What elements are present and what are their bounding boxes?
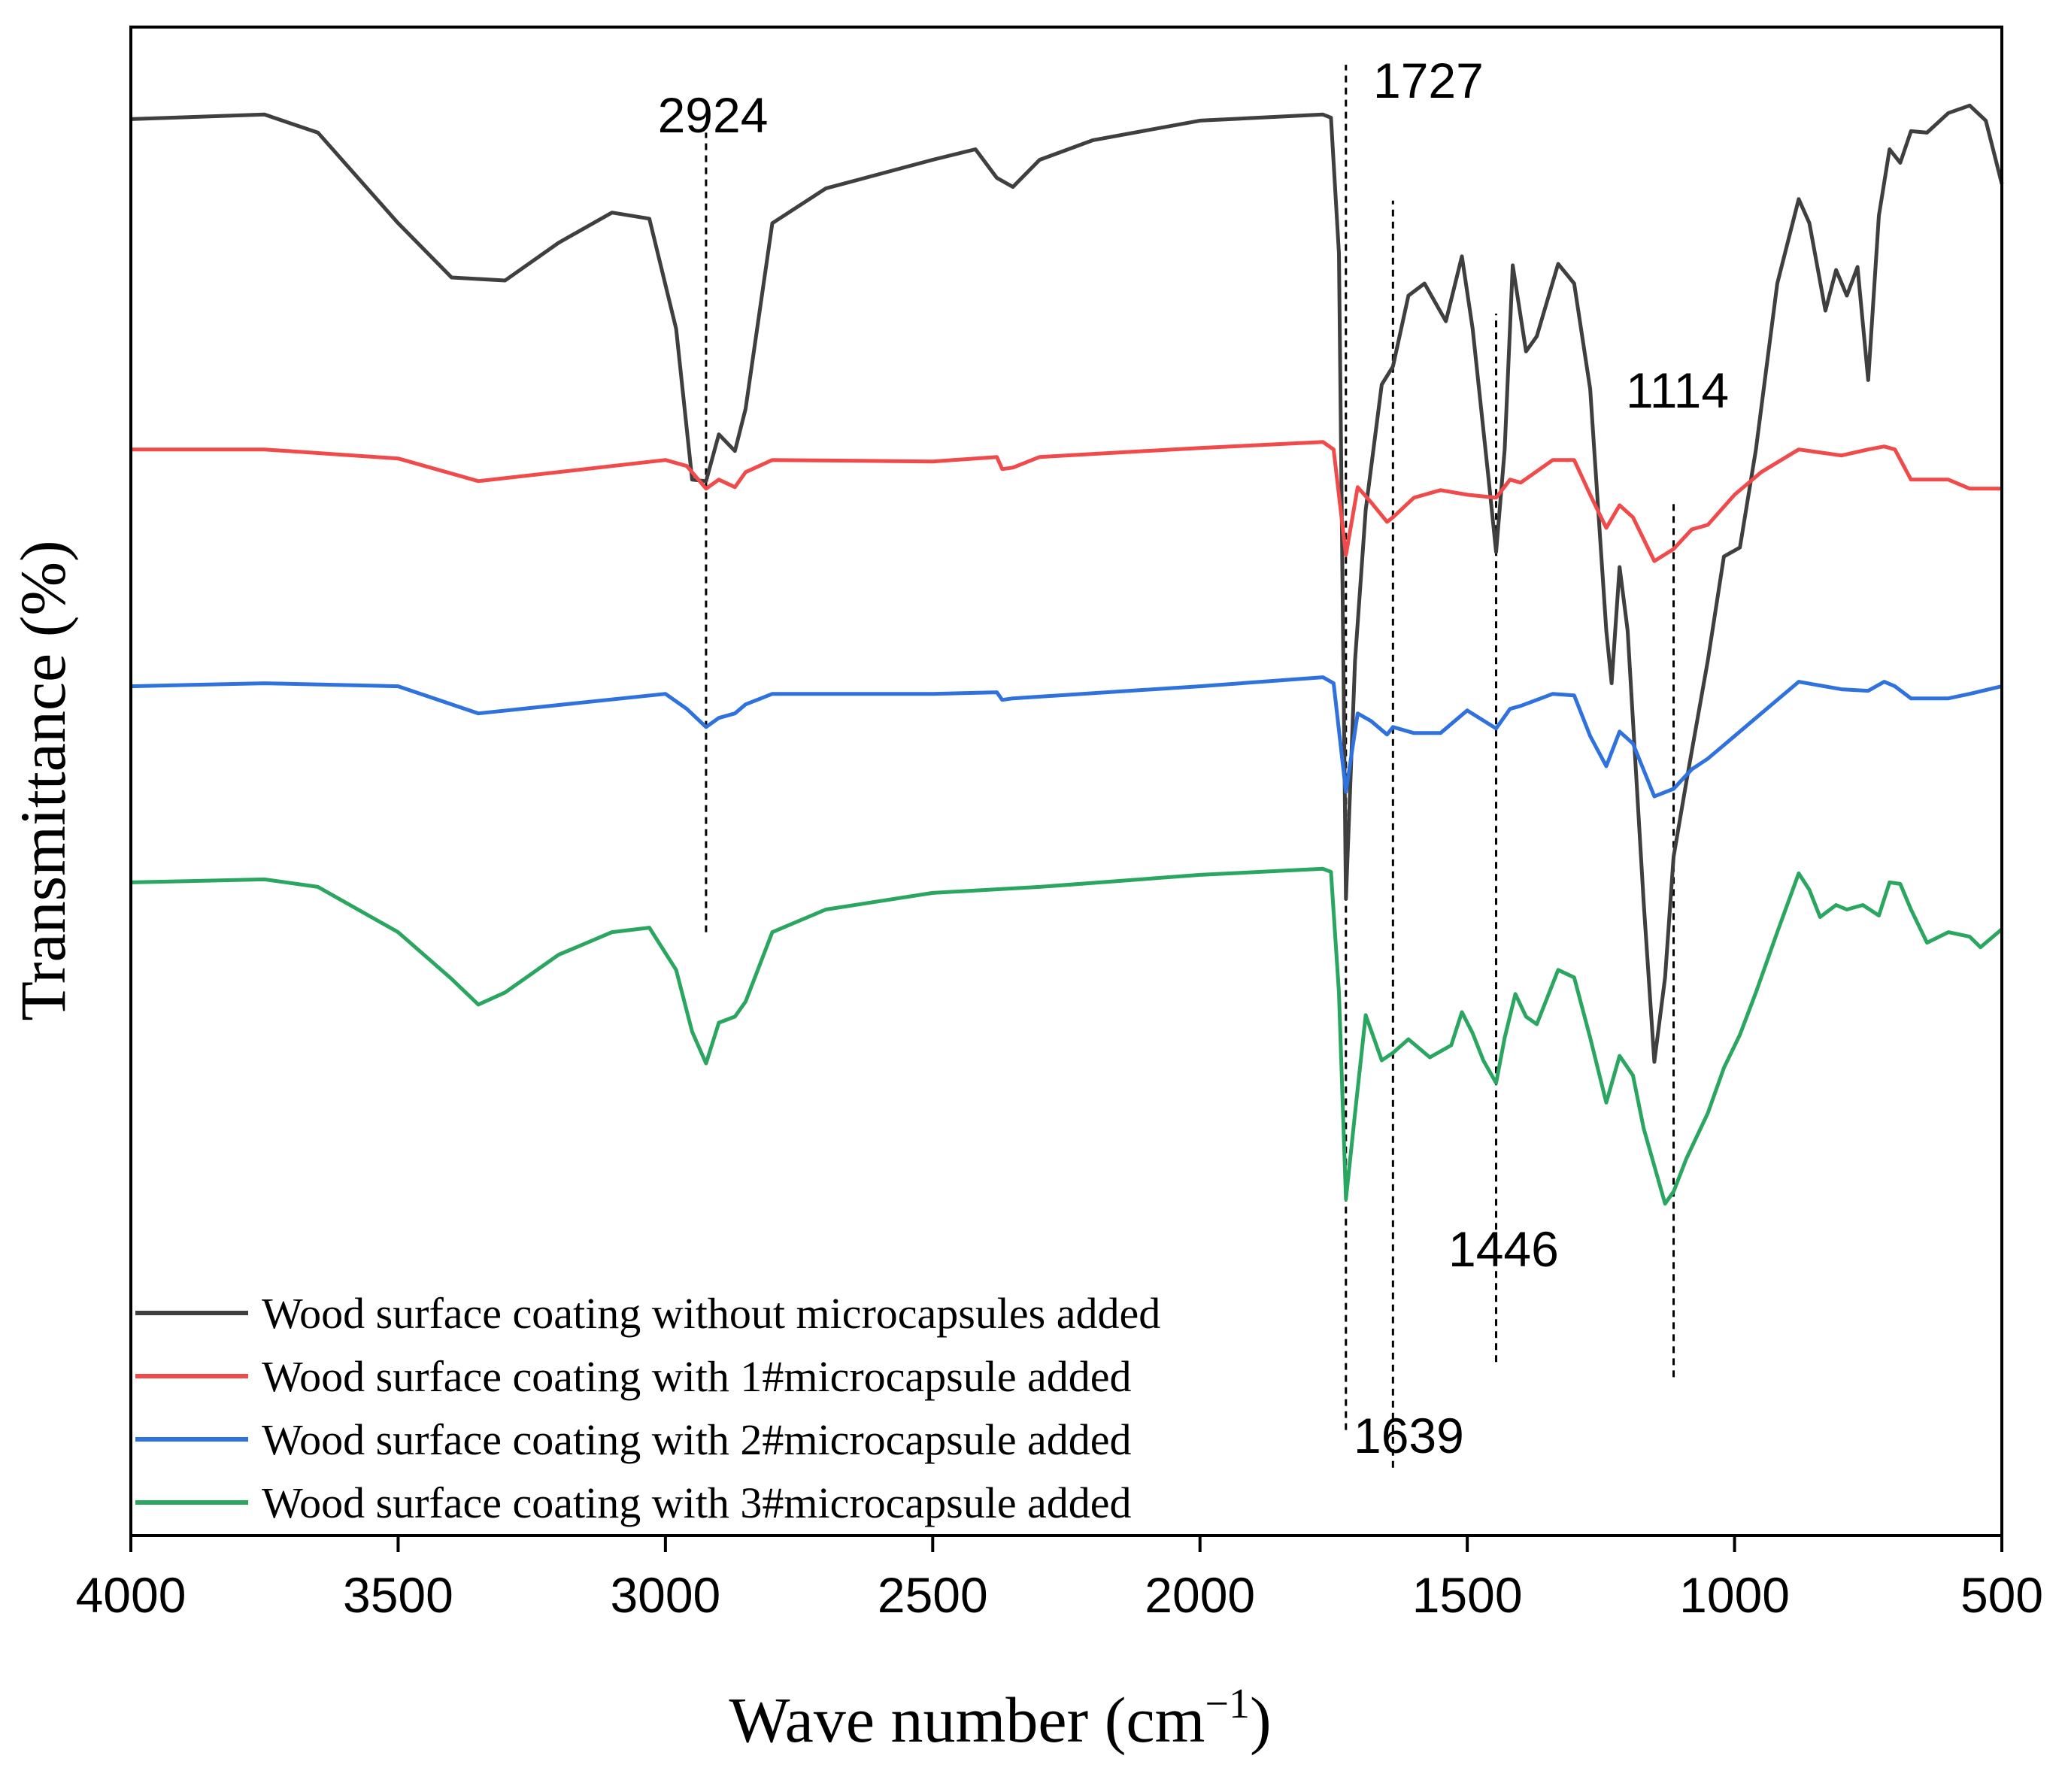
x-axis-ticks: 4000 3500 3000 2500 2000 1500 1000 500 bbox=[76, 1536, 2043, 1623]
x-tick-label: 4000 bbox=[76, 1567, 186, 1623]
y-axis-title: Transmittance (%) bbox=[7, 540, 79, 1020]
legend: Wood surface coating without microcapsul… bbox=[135, 1289, 1160, 1527]
series-lines bbox=[130, 103, 2004, 1206]
legend-label-1: Wood surface coating without microcapsul… bbox=[262, 1289, 1160, 1338]
x-axis-title-superscript: −1 bbox=[1205, 1681, 1250, 1727]
legend-label-2: Wood surface coating with 1#microcapsule… bbox=[262, 1352, 1132, 1401]
series-line-1 bbox=[130, 103, 2004, 1064]
peak-label-2924: 2924 bbox=[658, 87, 769, 143]
x-axis-title-main: Wave number (cm bbox=[729, 1684, 1205, 1756]
x-tick-label: 1500 bbox=[1412, 1567, 1523, 1623]
x-axis-title-close: ) bbox=[1250, 1684, 1272, 1756]
legend-label-4: Wood surface coating with 3#microcapsule… bbox=[262, 1478, 1132, 1527]
peak-label-1639: 1639 bbox=[1354, 1408, 1464, 1463]
series-line-2 bbox=[131, 440, 2002, 563]
x-tick-label: 3500 bbox=[343, 1567, 453, 1623]
peak-label-1114: 1114 bbox=[1626, 362, 1729, 418]
plot-frame bbox=[129, 26, 2003, 1537]
peak-reference-lines bbox=[705, 65, 1675, 1468]
x-tick-label: 3000 bbox=[610, 1567, 720, 1623]
x-tick-label: 1000 bbox=[1679, 1567, 1790, 1623]
peak-label-1727: 1727 bbox=[1373, 53, 1484, 108]
x-tick-label: 2000 bbox=[1145, 1567, 1255, 1623]
x-tick-label: 2500 bbox=[878, 1567, 988, 1623]
peak-label-1446: 1446 bbox=[1448, 1221, 1559, 1277]
series-line-4 bbox=[130, 866, 2003, 1206]
legend-label-3: Wood surface coating with 2#microcapsule… bbox=[262, 1415, 1132, 1464]
x-tick-label: 500 bbox=[1960, 1567, 2043, 1623]
x-axis-title: Wave number (cm−1) bbox=[729, 1681, 1271, 1756]
series-line-3 bbox=[130, 675, 2003, 799]
peak-labels: 2924 1727 1639 1446 1114 bbox=[658, 53, 1729, 1463]
